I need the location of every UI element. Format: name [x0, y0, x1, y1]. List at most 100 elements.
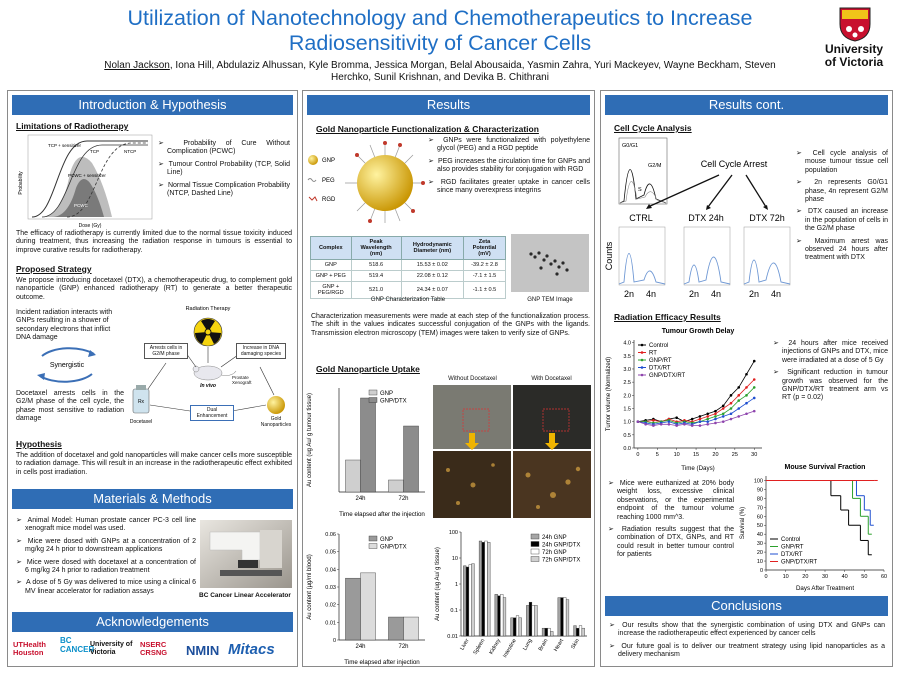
point — [714, 415, 717, 418]
logo: NSERC CRSNG — [140, 640, 168, 657]
legend-label: GNP/RT — [781, 545, 804, 551]
legend-swatch — [640, 351, 644, 354]
point — [721, 407, 725, 410]
table-cell: 521.0 — [350, 281, 402, 299]
caption: BC Cancer Linear Accelerator — [199, 592, 291, 599]
table-row: Complex Peak Wavelength (nm) Hydrodynamic … — [310, 236, 507, 260]
bullet-list: Cell cycle analysis of mouse tumour tiss… — [796, 150, 888, 267]
bar — [465, 566, 470, 637]
y-tick-label: 30 — [757, 541, 763, 547]
decoration — [192, 365, 200, 373]
legend-label: GNP — [380, 391, 393, 397]
decoration — [136, 385, 146, 390]
point — [706, 420, 709, 423]
table-row: GNP + PEG 519.4 22.08 ± 0.12 -7.1 ± 1.5 — [310, 270, 507, 282]
decoration — [537, 251, 541, 255]
y-tick-label: 0.03 — [325, 585, 336, 591]
legend-swatch — [368, 397, 378, 403]
decoration — [355, 141, 425, 223]
x-tick-label: 24h — [355, 496, 365, 502]
y-tick-label: 50 — [757, 523, 763, 529]
bullet: 24 hours after mice received injections … — [773, 340, 888, 365]
decoration — [646, 204, 768, 210]
bar — [578, 625, 583, 637]
crest — [839, 7, 871, 42]
legend-label: RT — [649, 351, 657, 357]
table-cell: 24.34 ± 0.07 — [400, 281, 464, 299]
image-label: With Docetaxel — [531, 376, 572, 382]
phase-label: G0/G1 — [622, 143, 638, 149]
x-axis-label: Days After Treatment — [796, 585, 854, 592]
figure-label: TCP — [90, 149, 99, 154]
subheading: Gold Nanoparticle Uptake — [316, 364, 420, 374]
panel-label: DTX 24h — [688, 213, 724, 223]
bar — [478, 540, 483, 637]
decoration — [745, 174, 767, 208]
point — [706, 422, 709, 426]
cell-cycle-figure: G0/G1 S G2/M Cell Cycle Arrest CTRL DTX … — [604, 137, 791, 299]
section-header: Results — [307, 95, 590, 115]
point — [636, 420, 640, 423]
y-tick-label: 1.0 — [623, 420, 631, 426]
x-tick-label: Lung — [522, 638, 533, 652]
decoration — [842, 10, 868, 19]
x-tick-label: 15 — [693, 452, 699, 458]
bullet: Radiation results suggest that the combi… — [608, 526, 734, 560]
decoration — [555, 272, 559, 276]
point — [675, 416, 678, 420]
decoration — [368, 219, 372, 223]
decoration — [220, 354, 239, 368]
bullet-list: Probability of Cure Without Complication… — [158, 140, 290, 202]
bullet: Our results show that the synergistic co… — [609, 622, 885, 639]
y-tick-label: 0.01 — [447, 634, 458, 640]
x-tick-label: Spleen — [473, 638, 487, 656]
point — [729, 394, 733, 397]
bullet-list: 24 hours after mice received injections … — [773, 340, 888, 407]
synergy-cycle: Synergistic — [37, 347, 96, 383]
series-line — [637, 360, 755, 423]
x-tick-label: Intestine — [502, 638, 518, 659]
legend-label: GNP — [380, 537, 393, 543]
photo — [200, 520, 292, 588]
author-list: , Iona Hill, Abdulaziz Alhussan, Kyle Br… — [169, 60, 776, 83]
legend-label: GNP/DTX/RT — [649, 373, 686, 379]
decoration — [308, 155, 318, 165]
decoration — [565, 268, 569, 272]
bar — [481, 542, 485, 637]
bar — [581, 627, 585, 637]
table-header: Complex — [310, 236, 352, 260]
x-tick-label: 40 — [842, 574, 848, 580]
y-tick-label: 20 — [757, 550, 763, 556]
decoration — [743, 226, 791, 286]
ploidy-label: 4n — [771, 289, 781, 299]
bullet: Mice were euthanized at 20% body weight … — [608, 480, 734, 522]
decoration — [542, 258, 546, 262]
phase-label: G2/M — [648, 163, 662, 169]
y-tick-label: 0.05 — [325, 550, 336, 556]
tem-image — [511, 234, 589, 292]
bullet: GNPs were functionalized with polyethyle… — [428, 137, 590, 154]
phase-label: S — [638, 187, 642, 193]
column — [302, 90, 595, 667]
section-header: Acknowledgements — [12, 612, 293, 632]
diagram-box: Increase in DNA damaging species — [236, 343, 286, 359]
bullet: A dose of 5 Gy was delivered to mice usi… — [16, 579, 196, 596]
decoration — [619, 181, 667, 204]
decoration — [618, 253, 666, 285]
series-line — [637, 387, 755, 424]
column — [7, 90, 298, 667]
point — [698, 424, 702, 427]
figure-label: PCWC + sensitizer — [68, 173, 106, 178]
table-cell: GNP + PEG — [310, 270, 352, 282]
bar — [515, 615, 520, 637]
point — [698, 420, 702, 423]
y-tick-label: 0 — [760, 568, 763, 574]
decoration — [220, 370, 237, 376]
figure-label: NTCP — [124, 149, 136, 154]
decoration — [618, 137, 668, 205]
caption: GNP Characterization Table — [370, 297, 446, 303]
legend-label: 72h GNP — [542, 550, 567, 556]
bullet-list: Animal Model: Human prostate cancer PC-3… — [16, 517, 196, 600]
diagram-label: Docetaxel — [130, 419, 152, 425]
point — [652, 424, 655, 427]
